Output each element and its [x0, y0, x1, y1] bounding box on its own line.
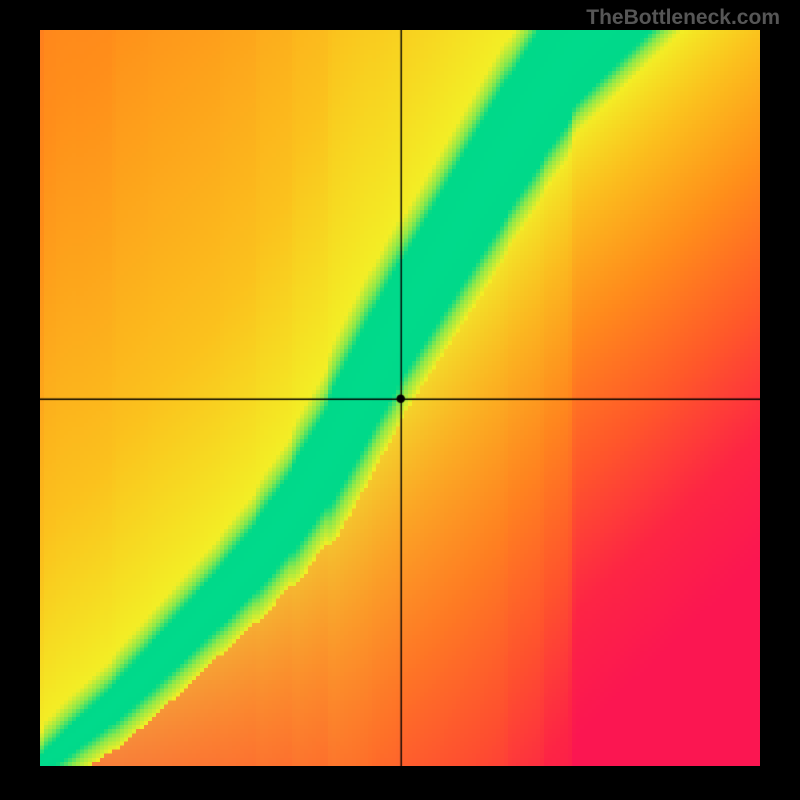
watermark-text: TheBottleneck.com	[586, 6, 780, 30]
heatmap-canvas	[40, 30, 760, 766]
chart-root: TheBottleneck.com	[0, 0, 800, 800]
